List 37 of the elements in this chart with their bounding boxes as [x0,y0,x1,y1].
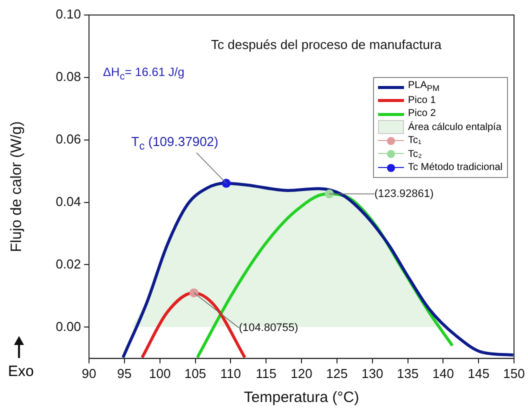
annotation: (123.92861) [374,188,434,200]
legend-label: PLA$_{PM}$ [408,80,440,94]
text: Exo [8,363,34,380]
x-tick-label: 105 [184,366,206,381]
y-tick-label: 0.08 [56,69,81,84]
y-tick-label: 0.06 [56,131,81,146]
legend-label: Pico 2 [408,108,436,120]
x-tick-label: 115 [256,366,276,381]
legend-label: Tc₂ [408,148,422,160]
x-tick-label: 130 [361,366,384,381]
y-tick-label: 0.00 [56,318,81,334]
x-tick-label: 125 [326,366,348,381]
point [324,189,334,198]
legend-label: Pico 1 [408,94,436,106]
x-tick-label: 95 [117,366,132,381]
x-tick-label: 150 [503,366,525,381]
x-axis-title: Temperatura (°C) [244,389,360,406]
x-tick-label: 90 [82,366,96,381]
x-tick-label: 135 [396,366,419,381]
point [222,178,231,188]
y-axis-title: Flujo de calor (W/g) [8,121,26,252]
y-tick-label: 0.04 [56,194,81,209]
legend-label: Tc Método tradicional [408,162,502,174]
x-tick-label: 110 [220,366,242,381]
x-tick-label: 120 [290,366,312,381]
x-tick-label: 145 [468,366,490,381]
annotation: ΔH$_{c}$= 16.61 J/g [103,65,184,82]
legend-label: Área cálculo entalpía [408,122,502,133]
legend-label: Tc₁ [408,135,422,146]
y-tick-label: 0.10 [56,6,81,22]
text: Tc después del proceso de manufactura [211,37,442,52]
y-tick-label: 0.02 [56,256,81,272]
x-tick-label: 140 [432,366,454,381]
annotation: T$_{c}$ (109.37902) [131,134,218,152]
point [189,288,198,298]
x-tick-label: 100 [148,366,171,381]
annotation: (104.80755) [238,322,298,334]
